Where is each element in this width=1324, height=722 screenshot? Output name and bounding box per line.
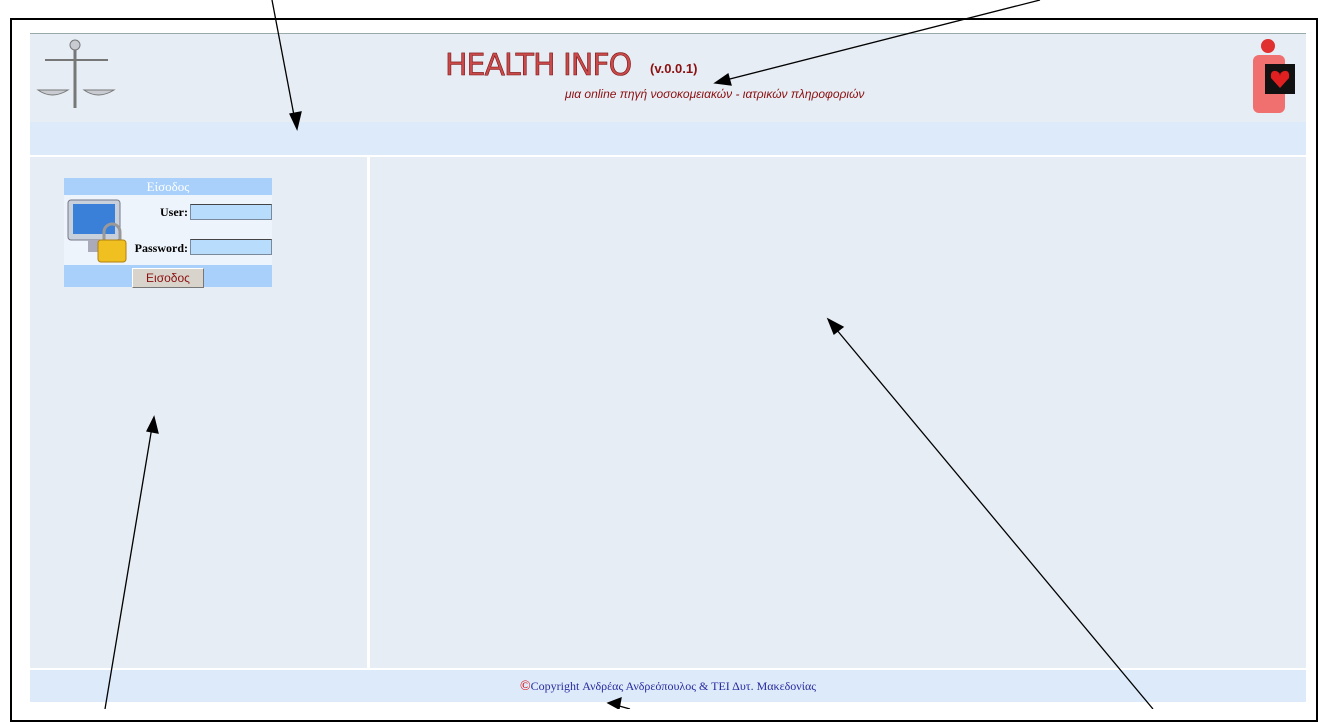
graphics bbox=[0, 0, 1324, 709]
scales-logo bbox=[38, 40, 114, 108]
annotation-arrows bbox=[105, 0, 1153, 709]
page: ©Copyright Ανδρέας Ανδρεόπουλος & ΤΕΙ Δυ… bbox=[0, 0, 1324, 709]
computer-lock-icon bbox=[68, 200, 126, 262]
heart-person-logo bbox=[1253, 39, 1295, 113]
